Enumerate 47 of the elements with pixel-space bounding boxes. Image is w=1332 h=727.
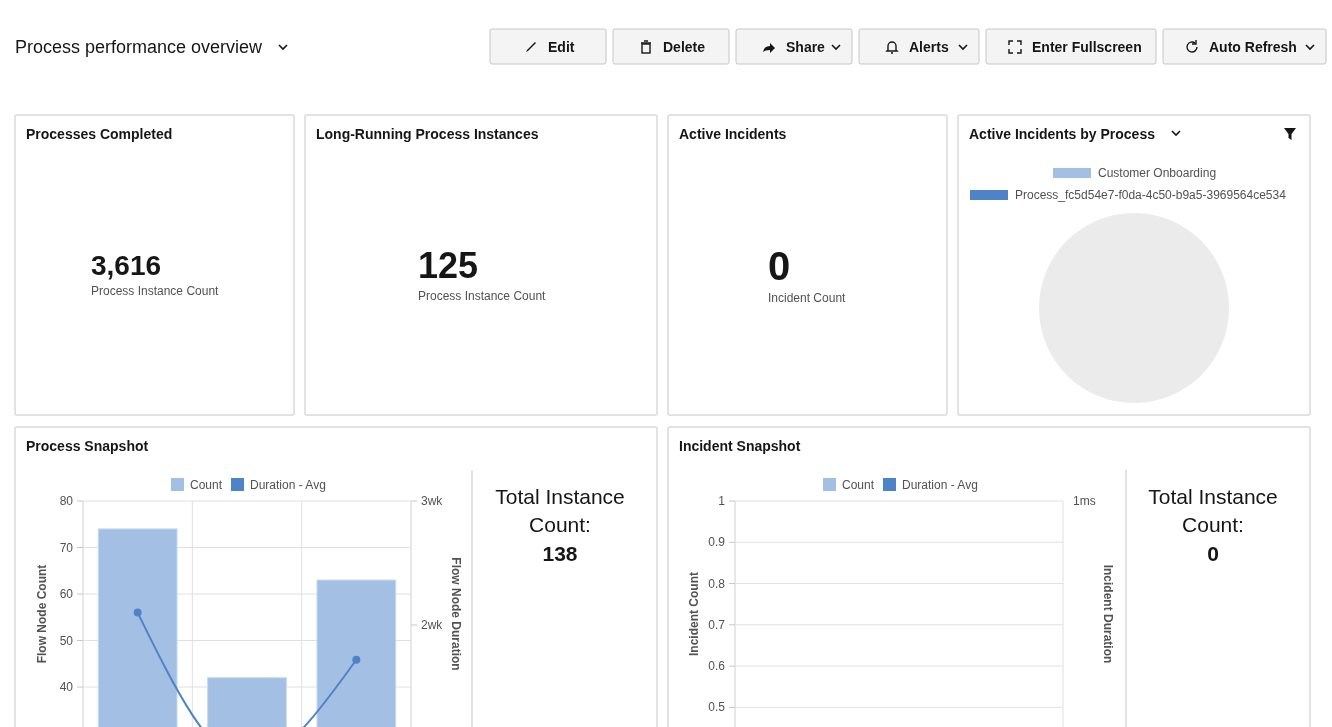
y-tick-label: 70 [59,540,74,555]
y2-axis-title: Incident Duration [1101,564,1115,664]
text: Process Instance Count [418,289,547,303]
legend-label: Count [190,478,223,492]
y-tick-label: 40 [59,680,74,694]
text: Total Instance Count: [1148,485,1278,536]
text: Share [786,39,826,55]
y2-tick-label: 3wk [421,494,444,508]
text: 125 [418,245,479,286]
text: Enter Fullscreen [1032,39,1142,55]
category-label: Customer Onboarding [1098,166,1217,180]
text: Alerts [909,39,949,55]
y-tick-label: 0.6 [708,659,726,674]
text: Processes Completed [26,126,173,142]
y2-axis-title: Flow Node Duration [449,557,463,671]
text: Auto Refresh [1209,39,1297,55]
y-tick-label: 0.8 [708,576,726,591]
legend-label: Duration - Avg [902,478,978,492]
text: 0 [1207,542,1219,565]
legend-label: Count [842,478,875,492]
y-tick-label: 80 [59,494,74,508]
y-axis-title: Incident Count [687,572,701,656]
text: Active Incidents by Process [969,126,1156,142]
chart-title: Incident Snapshot [679,438,801,454]
text: 0 [768,244,791,288]
y2-tick-label: 2wk [421,618,444,632]
text: Active Incidents [679,126,787,142]
text: Edit [548,39,575,55]
text: Long-Running Process Instances [316,126,539,142]
text: 3,616 [91,250,162,281]
text: 1ms [1073,494,1096,508]
y-tick-label: 50 [59,633,74,648]
y-axis-title: Flow Node Count [35,564,49,664]
text: Incident Count [768,291,847,305]
text: Total Instance Count: [495,485,625,536]
text: Delete [663,39,706,55]
text: 138 [542,542,578,565]
legend-label: Duration - Avg [250,478,326,492]
text: Process Instance Count [91,284,220,298]
y-tick-label: 0.7 [708,617,726,632]
y-tick-label: 0.5 [708,700,726,715]
y-tick-label: 1 [718,494,726,508]
y-tick-label: 0.9 [708,535,726,550]
chart-title: Process Snapshot [26,438,149,454]
text: Process performance overview [15,37,264,57]
y-tick-label: 60 [59,587,74,601]
category-label: Process_fc5d54e7-f0da-4c50-b9a5-3969564ce534 [1015,188,1286,202]
